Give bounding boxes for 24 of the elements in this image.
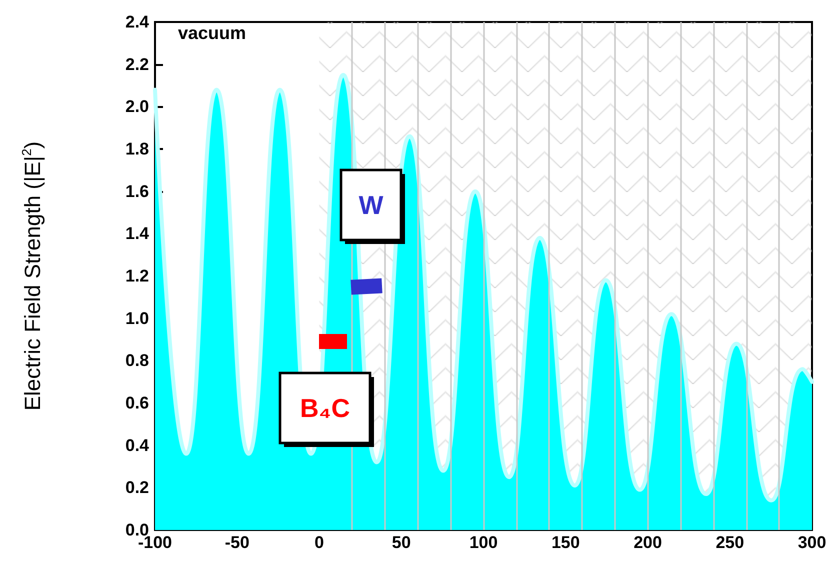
y-tick-label: 2.2 xyxy=(125,54,149,74)
y-tick-label: 1.8 xyxy=(125,140,149,158)
annotation: vacuum xyxy=(178,23,246,43)
x-tick-label: 200 xyxy=(634,533,662,552)
x-tick-label: 150 xyxy=(551,533,580,552)
x-tick-label: 0 xyxy=(314,533,324,552)
y-tick-label: 1.2 xyxy=(125,266,149,286)
y-tick-label: 1.6 xyxy=(125,182,149,201)
annotation: B₄C xyxy=(300,393,350,423)
y-tick-label: 2.0 xyxy=(125,97,149,116)
y-tick-label: 1.0 xyxy=(125,308,149,328)
x-tick-label: 250 xyxy=(716,533,744,552)
y-tick-label: 2.4 xyxy=(125,12,150,32)
x-tick-label: -50 xyxy=(224,533,250,552)
y-tick-label: 0.4 xyxy=(125,436,150,455)
annotation: W xyxy=(358,190,384,220)
x-tick-label: 100 xyxy=(469,533,498,552)
y-tick-label: 0.6 xyxy=(125,394,149,412)
x-tick-label: 50 xyxy=(392,533,411,552)
y-tick-label: 0.2 xyxy=(125,478,149,498)
y-axis-title: Electric Field Strength (|E|2) xyxy=(19,141,45,411)
y-tick-label: 1.4 xyxy=(125,224,150,244)
x-tick-label: 300 xyxy=(798,533,826,552)
y-tick-label: 0.8 xyxy=(125,351,149,370)
